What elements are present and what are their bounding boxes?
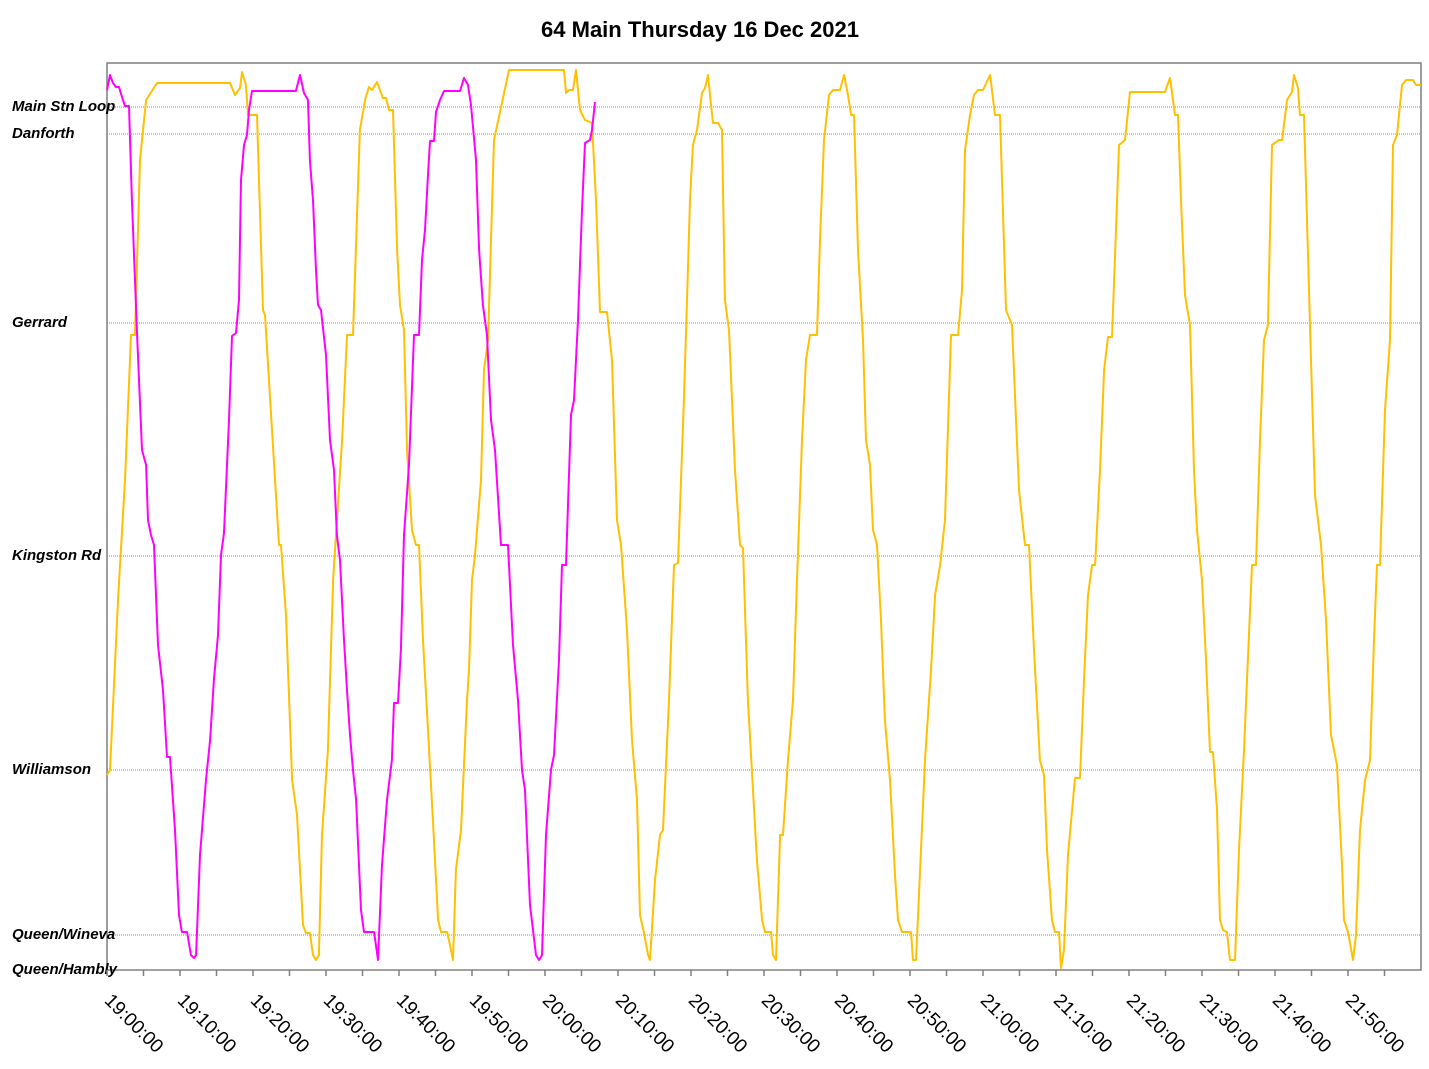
y-tick-label: Gerrard [12,314,68,331]
y-tick-label: Queen/Hambly [12,961,118,978]
y-tick-label: Main Stn Loop [12,98,115,115]
y-tick-label: Danforth [12,125,75,142]
y-tick-label: Queen/Wineva [12,926,115,943]
series-line [106,74,596,961]
chart-title: 64 Main Thursday 16 Dec 2021 [541,17,859,42]
y-tick-label: Kingston Rd [12,547,102,564]
series-line [106,69,1421,969]
y-tick-label: Williamson [12,761,91,778]
